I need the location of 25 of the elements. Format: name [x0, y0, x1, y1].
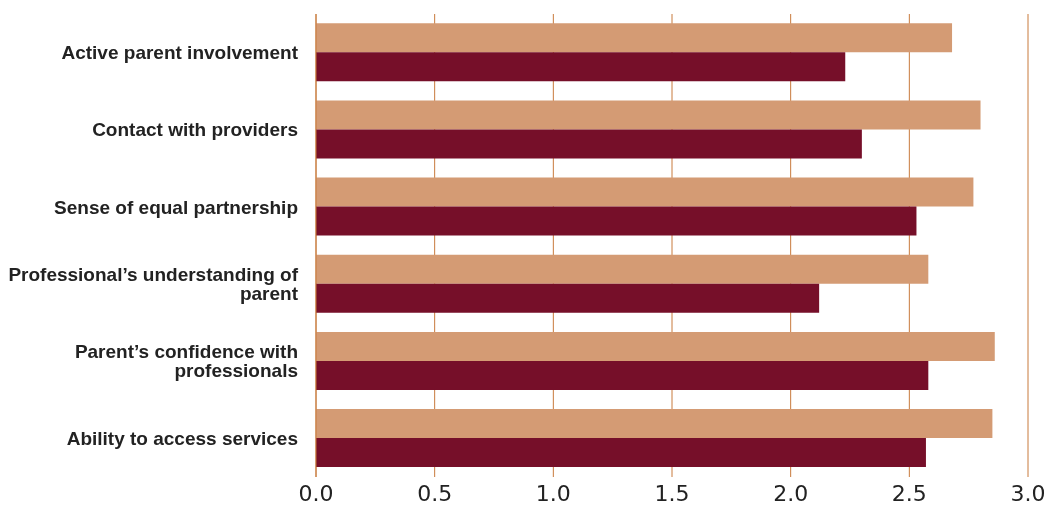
- x-tick-label: 0.0: [298, 480, 334, 506]
- bar: [316, 177, 974, 207]
- bar: [316, 52, 846, 82]
- bar: [316, 129, 862, 159]
- bar: [316, 206, 917, 236]
- y-tick-label: Contact with providers: [92, 119, 298, 141]
- bar: [316, 360, 929, 390]
- bar: [316, 283, 820, 313]
- y-tick-label: Professional’s understanding of parent: [8, 264, 299, 305]
- x-tick-label: 3.0: [1010, 480, 1046, 506]
- x-tick-label: 1.0: [535, 480, 571, 506]
- bar: [316, 23, 953, 53]
- y-tick-label: Ability to access services: [66, 428, 298, 450]
- x-tick-label: 1.5: [654, 480, 690, 506]
- x-tick-label: 2.5: [891, 480, 927, 506]
- x-tick-label: 2.0: [773, 480, 809, 506]
- bar: [316, 409, 993, 439]
- bar: [316, 331, 995, 361]
- y-tick-label: Parent’s confidence with professionals: [74, 341, 298, 382]
- bar: [316, 254, 929, 284]
- bar: [316, 100, 981, 130]
- x-tick-label: 0.5: [417, 480, 453, 506]
- y-tick-label: Active parent involvement: [61, 42, 299, 64]
- bar: [316, 438, 926, 468]
- y-tick-label: Sense of equal partnership: [54, 196, 298, 218]
